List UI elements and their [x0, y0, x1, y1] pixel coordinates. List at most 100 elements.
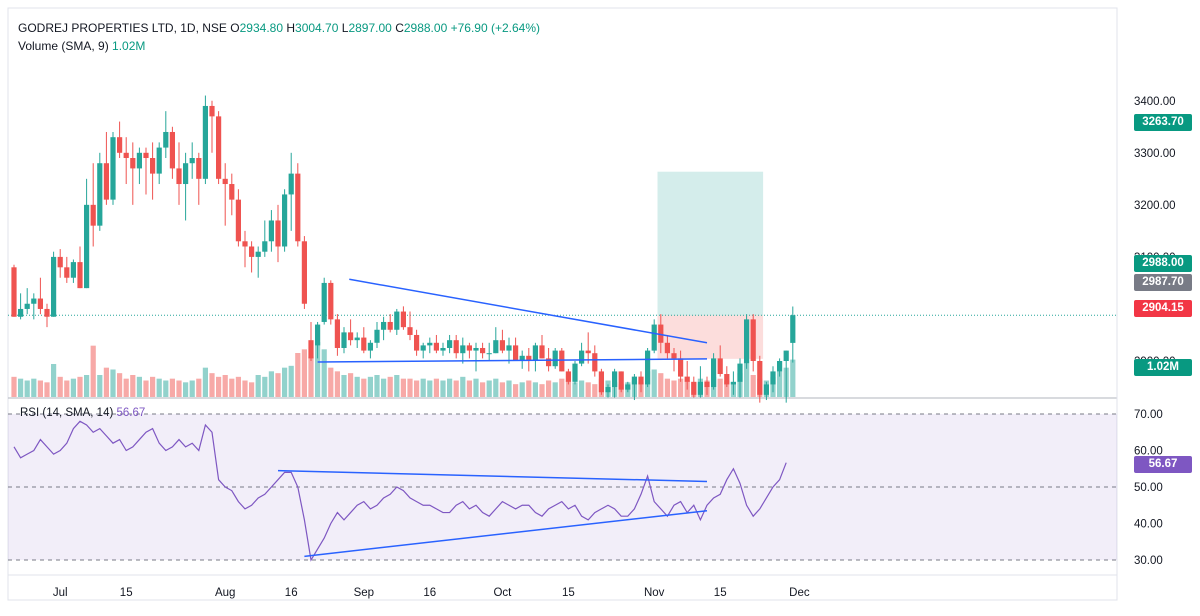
- volume-bar: [433, 378, 439, 397]
- candle-body: [97, 163, 103, 226]
- candle-body: [222, 178, 228, 185]
- volume-bar: [480, 382, 486, 397]
- candle-body: [539, 345, 545, 359]
- entry-price-tag: 2987.70: [1134, 274, 1192, 291]
- volume-bar: [11, 376, 17, 397]
- volume-bar: [222, 375, 228, 397]
- candle-body: [598, 371, 604, 393]
- volume-bar: [308, 356, 314, 397]
- close-price-tag: 2988.00: [1134, 255, 1192, 272]
- candle-body: [526, 355, 532, 361]
- volume-bar: [790, 359, 796, 397]
- candle-body: [37, 298, 43, 309]
- volume-bar: [407, 378, 413, 397]
- volume-bar: [301, 349, 307, 397]
- volume-bar: [216, 376, 222, 397]
- time-tick-label: 16: [423, 587, 436, 599]
- time-tick-label: Aug: [215, 587, 235, 599]
- candle-body: [123, 152, 129, 159]
- candle-body: [737, 363, 743, 382]
- rsi-trendline: [304, 509, 708, 558]
- candle-body: [341, 332, 347, 348]
- candle-body: [255, 251, 261, 257]
- candle-body: [513, 345, 519, 361]
- candle-body: [447, 340, 453, 348]
- candle-body: [110, 137, 116, 200]
- volume-bar: [361, 378, 367, 397]
- volume-bar: [513, 384, 519, 397]
- volume-bar: [262, 376, 268, 397]
- volume-bar: [678, 378, 684, 397]
- volume-bar: [150, 376, 156, 397]
- candle-body: [354, 337, 360, 341]
- volume-bar: [460, 376, 466, 397]
- volume-bar: [724, 380, 730, 397]
- candle-body: [361, 337, 367, 351]
- volume-bar: [169, 378, 175, 397]
- volume-bar: [532, 382, 538, 397]
- candle-body: [440, 347, 446, 351]
- volume-bar: [328, 367, 334, 397]
- price-tick-label: 3300.00: [1134, 148, 1176, 160]
- volume-bar: [235, 376, 241, 397]
- volume-bar: [493, 378, 499, 397]
- volume-value: 1.02M: [112, 39, 146, 53]
- candle-body: [453, 340, 459, 354]
- volume-bar: [717, 378, 723, 397]
- time-tick-label: Sep: [354, 587, 374, 599]
- candle-body: [77, 262, 83, 289]
- candle-body: [414, 334, 420, 351]
- candle-body: [400, 311, 406, 328]
- candle-body: [730, 381, 736, 385]
- volume-bar: [295, 353, 301, 397]
- volume-bar: [183, 382, 189, 397]
- candle-body: [757, 361, 763, 395]
- volume-bar: [447, 378, 453, 397]
- candle-body: [117, 137, 123, 153]
- target-zone: [657, 171, 764, 316]
- volume-bar: [136, 376, 142, 397]
- volume-bar: [117, 373, 123, 397]
- volume-bar: [394, 375, 400, 397]
- change-value: +76.90 (+2.64%): [450, 21, 540, 35]
- volume-bar: [255, 375, 261, 397]
- candle-body: [24, 303, 30, 309]
- candle-body: [546, 358, 552, 367]
- candle-body: [618, 371, 624, 390]
- candle-body: [519, 355, 525, 361]
- volume-bar: [420, 378, 426, 397]
- volume-bar: [64, 380, 70, 397]
- price-trendline: [317, 358, 708, 363]
- candle-body: [70, 262, 76, 278]
- volume-bar: [526, 380, 532, 397]
- candle-body: [631, 376, 637, 385]
- volume-bar: [658, 373, 664, 397]
- volume-bar: [196, 378, 202, 397]
- volume-bar: [499, 382, 505, 397]
- candle-body: [282, 194, 288, 247]
- candle-body: [150, 158, 156, 174]
- volume-bar: [381, 378, 387, 397]
- candle-body: [288, 173, 294, 195]
- candle-body: [651, 324, 657, 351]
- candle-body: [308, 340, 314, 359]
- candle-body: [407, 327, 413, 335]
- volume-bar: [84, 375, 90, 397]
- volume-bar: [315, 342, 321, 397]
- volume-bar: [486, 380, 492, 397]
- volume-bar: [176, 380, 182, 397]
- candle-body: [592, 353, 598, 372]
- volume-bar: [473, 378, 479, 397]
- rsi-trendline: [277, 469, 708, 483]
- volume-bar: [744, 364, 750, 397]
- candle-body: [486, 353, 492, 355]
- candle-body: [348, 332, 354, 341]
- volume-bar: [24, 380, 30, 397]
- close-label: C: [395, 21, 404, 35]
- volume-bar: [37, 380, 43, 397]
- rsi-tag: 56.67: [1134, 456, 1192, 473]
- candle-body: [427, 342, 433, 346]
- volume-bar: [387, 376, 393, 397]
- candle-body: [552, 350, 558, 367]
